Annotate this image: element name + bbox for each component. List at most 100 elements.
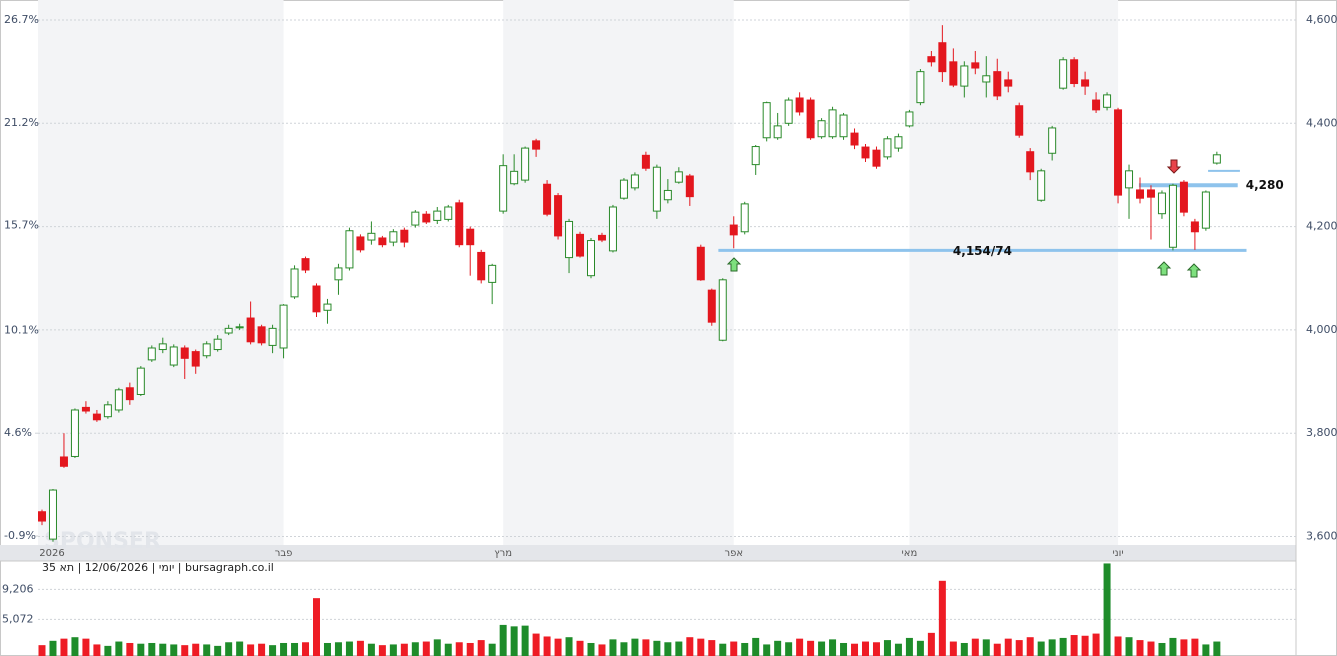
candle-body xyxy=(257,326,266,344)
signal-arrow-up xyxy=(726,257,742,272)
volume-bar xyxy=(411,642,419,656)
candle-body xyxy=(444,206,453,220)
candle-body xyxy=(158,343,167,351)
volume-bar xyxy=(708,640,716,656)
volume-bar xyxy=(488,643,496,656)
candle-body xyxy=(597,234,606,241)
volume-bar xyxy=(115,641,123,656)
month-band xyxy=(38,0,284,545)
volume-bar xyxy=(38,645,46,656)
y2-tick-label: -0.9% xyxy=(4,529,36,542)
volume-bar xyxy=(323,642,331,656)
y2-tick-label: 15.7% xyxy=(4,219,39,232)
y-tick-label: 3,600 xyxy=(1306,530,1337,543)
candle-body xyxy=(1168,184,1177,248)
candle-body xyxy=(1092,99,1101,111)
candle-body xyxy=(136,367,145,395)
candle-body xyxy=(762,102,771,139)
volume-bar xyxy=(894,643,902,656)
candle-body xyxy=(477,251,486,281)
volume-bar xyxy=(291,642,299,656)
volume-bar xyxy=(807,640,815,656)
candle-body xyxy=(795,97,804,113)
volume-bar xyxy=(159,643,167,656)
y-tick-label: 4,200 xyxy=(1306,220,1337,233)
candle-body xyxy=(1190,221,1199,233)
volume-bar xyxy=(1037,641,1045,656)
volume-bar xyxy=(510,626,518,656)
candle-body xyxy=(674,171,683,183)
x-tick-label: מאי xyxy=(902,548,918,559)
volume-bar xyxy=(345,641,353,656)
volume-bar xyxy=(543,636,551,656)
x-tick-label: אפר xyxy=(724,548,743,559)
y-tick-label: 4,400 xyxy=(1306,116,1337,129)
level-label: 4,280 xyxy=(1246,178,1284,192)
date-strip xyxy=(0,545,1296,561)
volume-bar xyxy=(1213,641,1221,656)
volume-bar xyxy=(444,643,452,656)
candle-body xyxy=(696,246,705,281)
candle-body xyxy=(433,210,442,221)
candle-body xyxy=(993,71,1002,97)
volume-bar xyxy=(280,642,288,656)
level-label: 4,154/74 xyxy=(953,244,1012,258)
volume-bar xyxy=(466,642,474,656)
candle-body xyxy=(861,146,870,159)
candle-body xyxy=(1070,59,1079,85)
candle-body xyxy=(729,224,738,236)
candle-body xyxy=(268,327,277,346)
candle-body xyxy=(773,125,782,139)
candle-body xyxy=(828,109,837,138)
candle-body xyxy=(1048,127,1057,154)
volume-bar xyxy=(225,642,233,656)
month-band xyxy=(503,0,734,545)
volume-bar xyxy=(741,642,749,656)
candle-body xyxy=(169,346,178,366)
volume-bar xyxy=(763,644,771,656)
candle-body xyxy=(235,326,244,329)
volume-bar xyxy=(1103,563,1111,656)
candle-body xyxy=(1201,191,1210,229)
candle-body xyxy=(191,351,200,367)
volume-bar xyxy=(927,632,935,656)
volume-bar xyxy=(916,640,924,656)
volume-bar xyxy=(1169,637,1177,656)
candle-body xyxy=(1004,79,1013,87)
volume-bar xyxy=(499,624,507,656)
volume-bar xyxy=(818,641,826,656)
info-line: יומי | 12/06/2026 | תא 35 | bursagraph.c… xyxy=(42,561,274,574)
volume-bar xyxy=(302,642,310,656)
volume-bar xyxy=(181,645,189,656)
candle-body xyxy=(916,71,925,104)
candle-body xyxy=(1125,170,1134,189)
candle-body xyxy=(400,229,409,243)
candle-body xyxy=(92,413,101,421)
candle-body xyxy=(455,202,464,246)
y2-tick-label: 21.2% xyxy=(4,116,39,129)
volume-bar xyxy=(532,633,540,656)
volume-bar xyxy=(137,643,145,656)
candle-body xyxy=(707,289,716,323)
candle-body xyxy=(543,183,552,215)
volume-bar xyxy=(587,642,595,656)
candle-body xyxy=(202,343,211,357)
volume-bar xyxy=(1158,642,1166,656)
volume-bar xyxy=(938,580,946,656)
volume-bar xyxy=(1125,637,1133,656)
candle-body xyxy=(81,406,90,412)
candle-body xyxy=(960,65,969,87)
candle-body xyxy=(740,203,749,233)
volume-bar xyxy=(697,638,705,656)
candle-body xyxy=(378,237,387,246)
candle-body xyxy=(905,111,914,127)
volume-bar xyxy=(598,644,606,656)
volume-bar xyxy=(400,643,408,656)
candle-body xyxy=(521,147,530,181)
volume-bar xyxy=(1081,635,1089,656)
volume-bar xyxy=(258,643,266,656)
candle-body xyxy=(466,228,475,246)
volume-bar xyxy=(862,641,869,656)
volume-bar xyxy=(236,641,244,656)
